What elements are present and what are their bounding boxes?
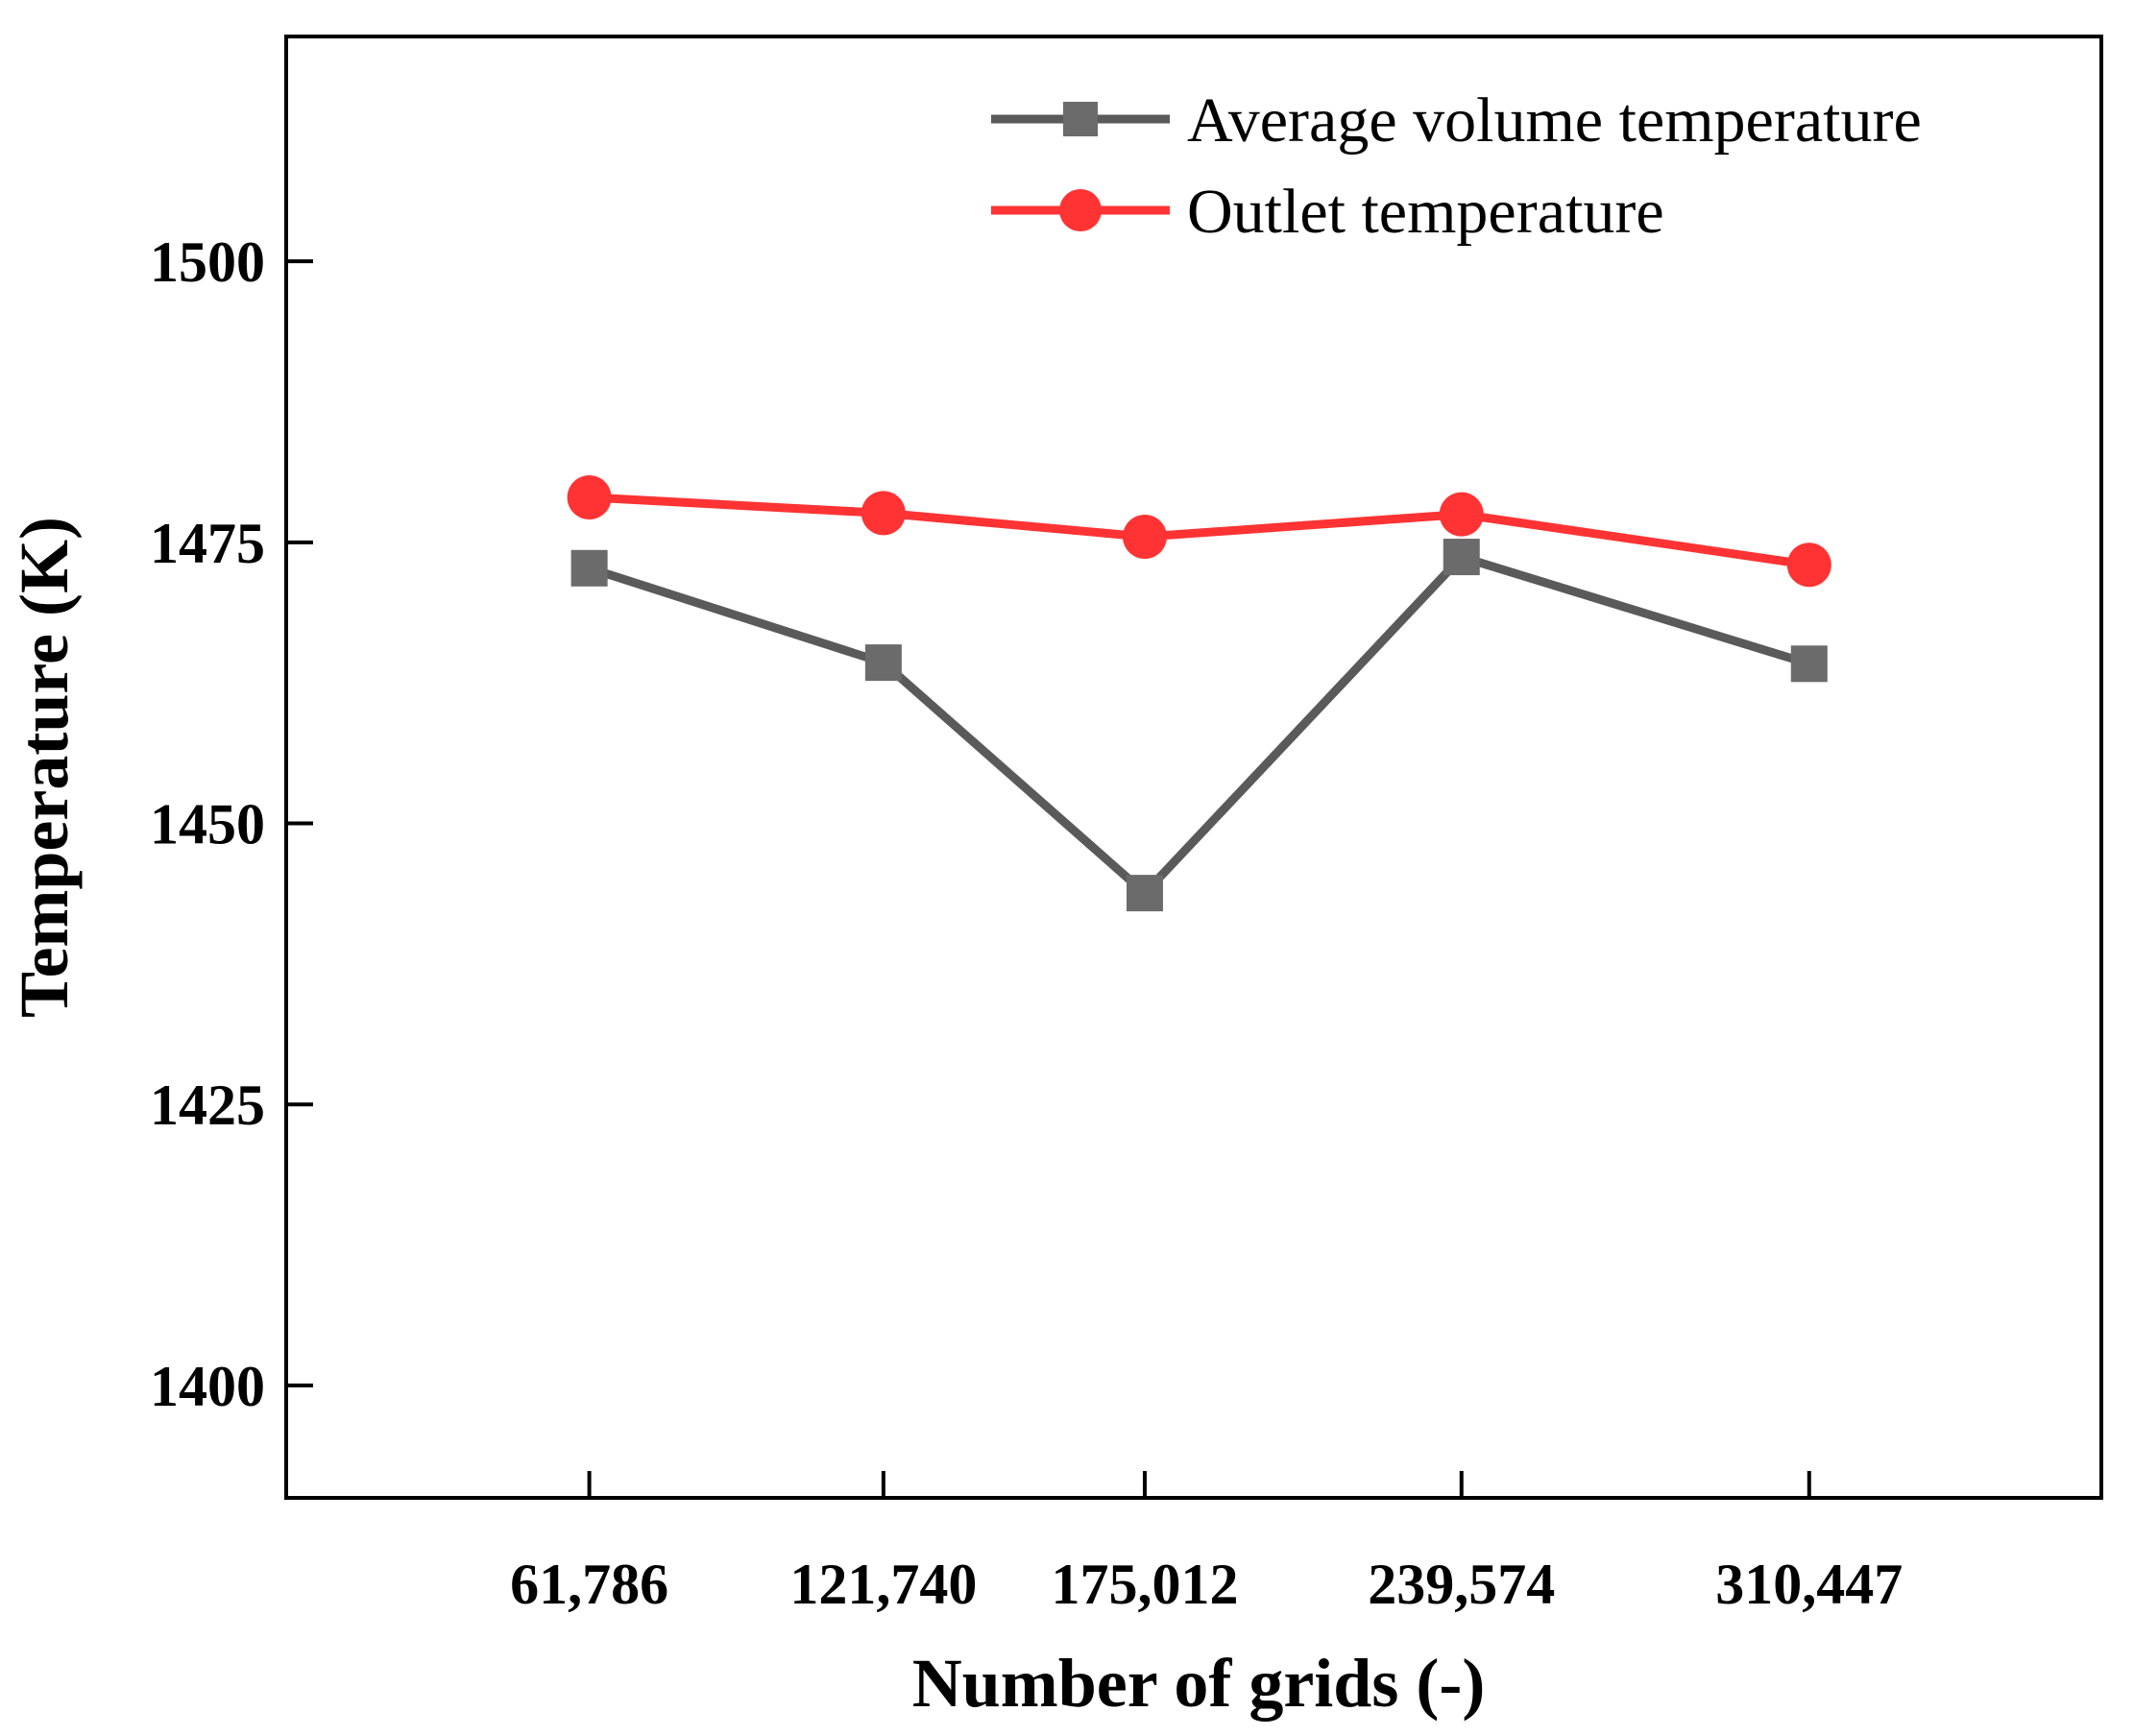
legend-label-outlet: Outlet temperature (1187, 177, 1664, 247)
data-point-outlet (567, 475, 612, 520)
y-axis-title: Temperature (K) (6, 517, 83, 1018)
y-axis: 1400 1425 1450 1475 1500 (150, 230, 313, 1418)
x-tick-label: 61,786 (510, 1553, 668, 1616)
series-line-average-volume (588, 552, 1811, 898)
x-tick-label: 121,740 (789, 1553, 977, 1616)
legend-marker-circle (1059, 189, 1102, 231)
series-layer (567, 475, 1831, 912)
legend-label-avg: Average volume temperature (1187, 85, 1922, 156)
y-tick-label: 1400 (150, 1355, 265, 1418)
series-line-outlet (589, 493, 1810, 569)
y-tick-label: 1475 (150, 512, 265, 575)
x-axis: 61,786 121,740 175,012 239,574 310,447 (510, 1471, 1903, 1616)
x-axis-title: Number of grids (-) (912, 1645, 1486, 1722)
data-point-average-volume (1126, 875, 1163, 912)
y-tick-label: 1500 (150, 230, 265, 294)
data-point-outlet (1786, 542, 1831, 588)
data-point-outlet (1122, 514, 1167, 559)
legend-marker-square (1063, 102, 1098, 136)
plot-frame (284, 35, 2103, 1500)
data-point-outlet (1439, 492, 1484, 537)
data-point-average-volume (1790, 645, 1828, 683)
y-tick-label: 1425 (150, 1073, 265, 1137)
data-point-average-volume (1443, 539, 1480, 576)
x-tick-label: 310,447 (1715, 1553, 1903, 1616)
legend: Average volume temperature Outlet temper… (991, 85, 1922, 247)
y-tick-label: 1450 (150, 793, 265, 856)
x-tick-label: 239,574 (1368, 1553, 1555, 1616)
data-point-outlet (861, 491, 906, 536)
x-tick-label: 175,012 (1051, 1553, 1238, 1616)
data-point-average-volume (570, 549, 608, 587)
data-point-average-volume (864, 644, 902, 682)
